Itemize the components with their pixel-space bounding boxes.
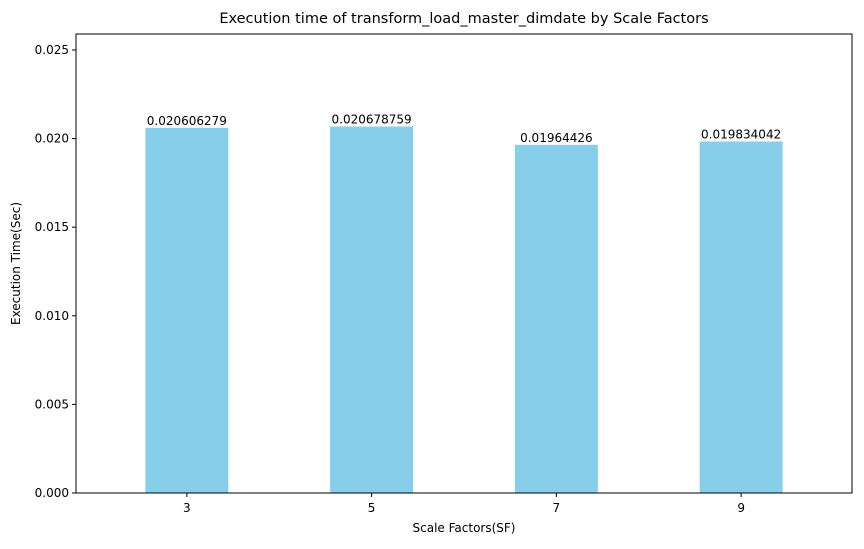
y-tick-label: 0.020 <box>35 132 69 146</box>
data-label-sf-9: 0.019834042 <box>701 128 781 142</box>
bar-sf-7 <box>514 144 598 494</box>
bar-sf-9 <box>699 141 783 493</box>
x-tick-label: 7 <box>553 501 561 515</box>
y-axis: 0.000 0.005 0.010 0.015 0.020 0.025 <box>35 43 76 500</box>
y-tick-label: 0.000 <box>35 486 69 500</box>
y-tick-label: 0.010 <box>35 309 69 323</box>
x-tick-label: 5 <box>368 501 376 515</box>
bar-sf-5 <box>330 126 414 493</box>
bar-sf-3 <box>145 127 229 493</box>
x-axis-label: Scale Factors(SF) <box>413 521 516 535</box>
chart-title: Execution time of transform_load_master_… <box>219 11 708 27</box>
y-tick-label: 0.005 <box>35 397 69 411</box>
data-label-sf-5: 0.020678759 <box>332 113 412 127</box>
data-label-sf-7: 0.01964426 <box>520 131 593 145</box>
y-tick-label: 0.015 <box>35 220 69 234</box>
y-tick-label: 0.025 <box>35 43 69 57</box>
x-tick-label: 9 <box>737 501 745 515</box>
x-tick-label: 3 <box>183 501 191 515</box>
x-axis: 3 5 7 9 <box>183 493 745 515</box>
data-labels-layer: 0.020606279 0.020678759 0.01964426 0.019834… <box>147 113 781 145</box>
plot-frame <box>75 33 853 494</box>
bars-layer <box>145 126 783 494</box>
data-label-sf-3: 0.020606279 <box>147 114 227 128</box>
y-axis-label: Execution Time(Sec) <box>9 202 23 325</box>
